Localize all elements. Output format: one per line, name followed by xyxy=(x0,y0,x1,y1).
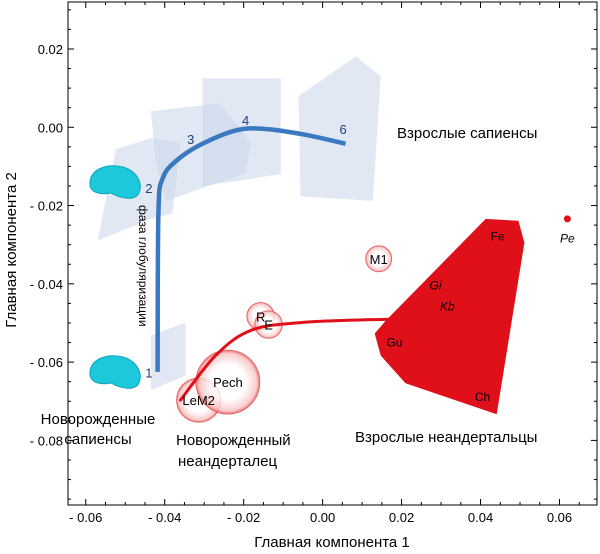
brain-icon xyxy=(89,165,141,199)
sapiens-trajectory-line xyxy=(155,126,347,372)
adult-specimen-label-ch: Ch xyxy=(475,390,490,404)
adult-specimen-label-gi: Gi xyxy=(430,279,442,293)
y-axis-label: Главная компонента 2 xyxy=(3,172,20,328)
x-axis-label: Главная компонента 1 xyxy=(254,534,410,551)
brain-icons xyxy=(89,165,141,389)
neanderthal-layer: LeM2 Pech RE M1 Fe Gi Kb Gu Ch Pe xyxy=(176,215,575,423)
y-tick-label: 0.02 xyxy=(38,42,63,57)
outlier-label-pe: Pe xyxy=(560,232,575,246)
annotation-newborn-sapiens-1: Новорожденные xyxy=(41,411,156,428)
stage-label-2: 2 xyxy=(145,181,152,196)
specimen-circle-m1 xyxy=(365,245,393,273)
sapiens-layer: 1 2 3 4 6 xyxy=(145,113,346,380)
sapiens-region-3 xyxy=(202,78,281,186)
adult-specimen-label-gu: Gu xyxy=(386,335,402,349)
sapiens-region-4 xyxy=(298,56,381,201)
stage-label-1: 1 xyxy=(145,365,152,380)
y-tick-label: - 0.08 xyxy=(30,433,63,448)
x-tick-label: - 0.04 xyxy=(148,510,181,525)
axes: - 0.06 - 0.04 - 0.02 0.00 0.02 0.04 0.06 0.02 0.… xyxy=(30,1,598,525)
x-tick-label: 0.02 xyxy=(389,510,414,525)
annotation-newborn-sapiens-2: сапиенсы xyxy=(64,431,131,448)
adult-specimen-label-fe: Fe xyxy=(491,230,505,244)
annotation-adult-sapiens: Взрослые сапиенсы xyxy=(397,125,537,142)
annotation-newborn-neanderthal-2: неандерталец xyxy=(178,453,277,470)
neanderthal-trajectory-line xyxy=(179,317,456,402)
y-tick-label: - 0.04 xyxy=(30,277,63,292)
outlier-point-pe xyxy=(563,215,571,223)
brain-icon xyxy=(89,355,141,389)
y-tick-label: - 0.02 xyxy=(30,199,63,214)
x-tick-label: - 0.02 xyxy=(227,510,260,525)
sapiens-regions xyxy=(97,56,381,391)
y-tick-label: - 0.06 xyxy=(30,355,63,370)
x-tick-label: 0.00 xyxy=(310,510,335,525)
annotation-newborn-neanderthal-1: Новорожденный xyxy=(176,432,291,449)
stage-label-6: 6 xyxy=(340,122,347,137)
y-tick-label: 0.00 xyxy=(38,120,63,135)
adult-specimen-label-kb: Kb xyxy=(440,299,455,313)
stage-label-3: 3 xyxy=(187,132,194,147)
x-tick-label: 0.06 xyxy=(547,510,572,525)
annotation-adult-neanderthals: Взрослые неандертальцы xyxy=(355,429,537,446)
annotation-globularization: фаза глобуляризации xyxy=(136,205,150,327)
specimen-label-r: R xyxy=(256,309,265,324)
specimen-label-e: E xyxy=(264,318,273,333)
specimen-label-m1: M1 xyxy=(370,252,388,267)
adult-neanderthal-region xyxy=(374,218,525,415)
stage-label-4: 4 xyxy=(242,113,249,128)
specimen-label-lem2: LeM2 xyxy=(182,393,215,408)
specimen-label-pech: Pech xyxy=(213,375,243,390)
x-tick-label: 0.04 xyxy=(468,510,493,525)
plot-frame xyxy=(67,1,598,506)
specimen-circle-pech xyxy=(195,349,261,415)
x-tick-label: - 0.06 xyxy=(69,510,102,525)
